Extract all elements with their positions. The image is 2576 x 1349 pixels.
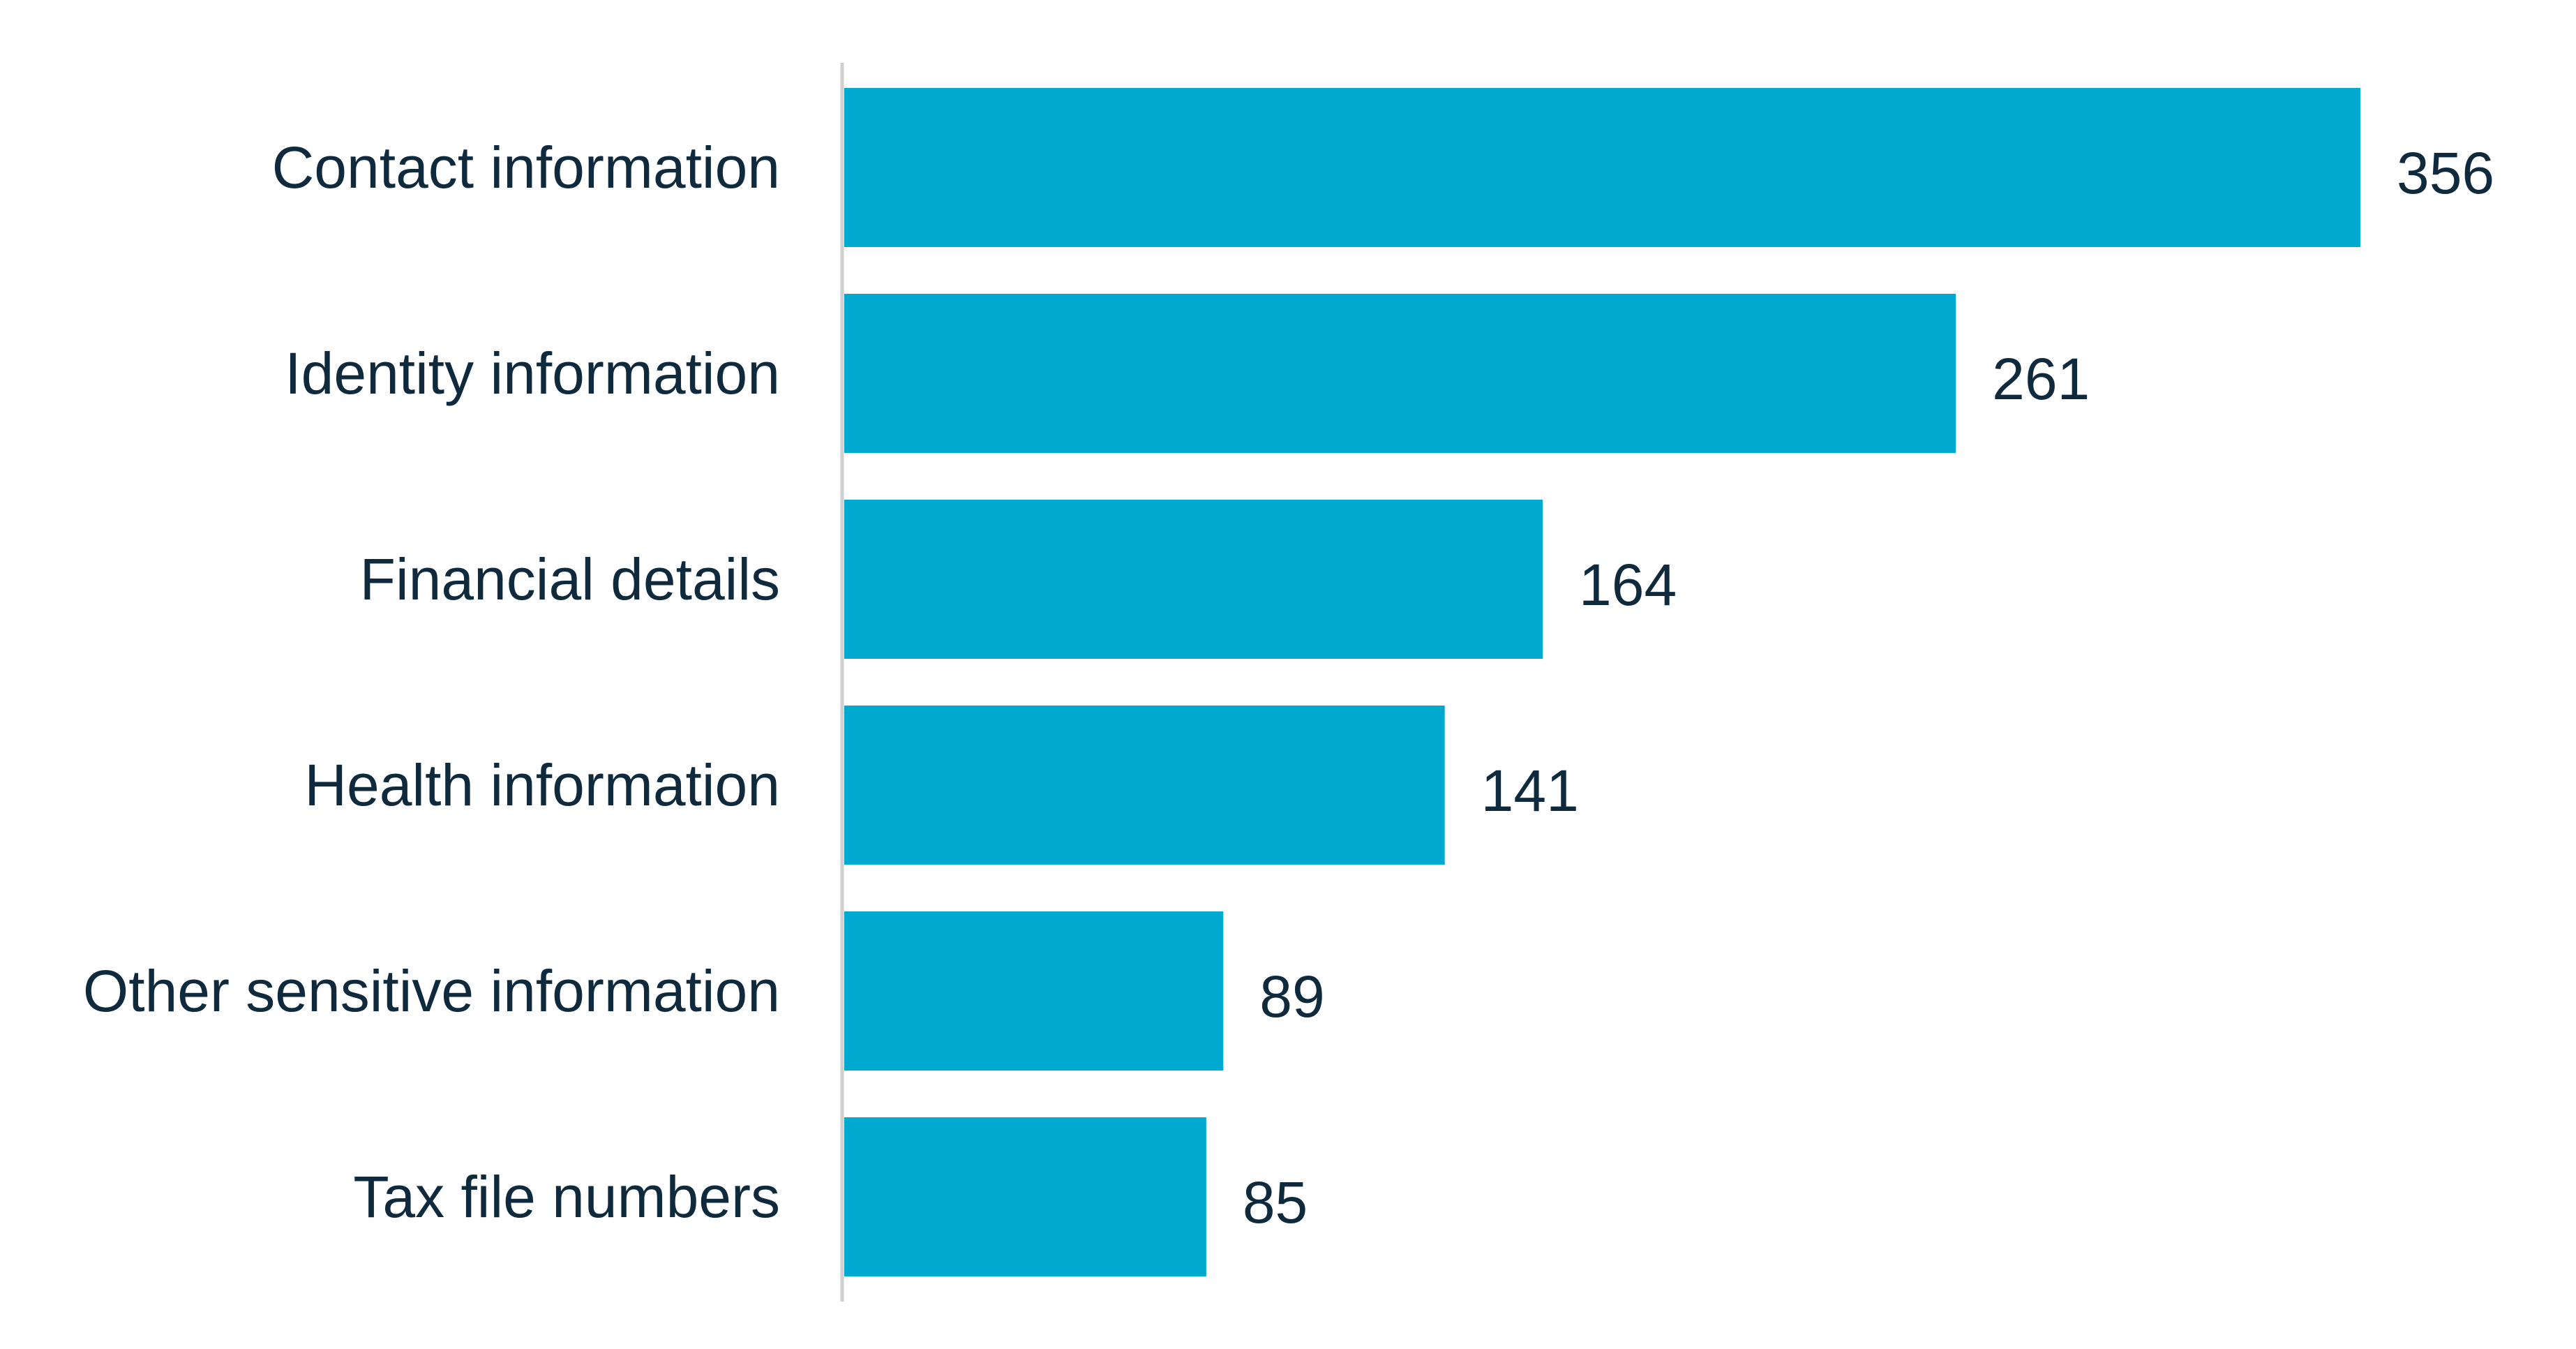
data-label: 261 — [1992, 346, 2090, 412]
data-label: 85 — [1243, 1170, 1308, 1235]
bar-contact-information — [844, 88, 2360, 247]
category-label: Other sensitive information — [83, 958, 780, 1024]
category-labels: Contact information Identity information F… — [83, 135, 780, 1230]
data-label: 356 — [2397, 140, 2494, 206]
data-label: 164 — [1579, 552, 1677, 618]
data-label: 141 — [1481, 758, 1579, 823]
category-label: Tax file numbers — [353, 1164, 780, 1230]
bar-identity-information — [844, 294, 1956, 453]
category-label: Identity information — [285, 341, 780, 406]
category-label: Health information — [304, 752, 780, 818]
bar-financial-details — [844, 500, 1543, 659]
category-label: Contact information — [272, 135, 780, 200]
data-label: 89 — [1259, 964, 1324, 1029]
bar-tax-file-numbers — [844, 1117, 1206, 1276]
bar-other-sensitive-information — [844, 911, 1224, 1071]
bar-health-information — [844, 706, 1445, 865]
category-label: Financial details — [360, 546, 780, 612]
value-labels: 356 261 164 141 89 85 — [1243, 140, 2494, 1235]
bars-group — [844, 88, 2360, 1276]
